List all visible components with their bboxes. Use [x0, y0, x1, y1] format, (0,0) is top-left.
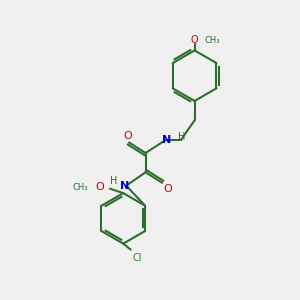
Text: O: O — [191, 35, 198, 45]
Text: Cl: Cl — [132, 253, 142, 262]
Text: CH₃: CH₃ — [72, 183, 88, 192]
Text: O: O — [164, 184, 172, 194]
Text: CH₃: CH₃ — [205, 36, 220, 45]
Text: O: O — [123, 131, 132, 141]
Text: H: H — [178, 132, 186, 142]
Text: H: H — [110, 176, 117, 186]
Text: N: N — [120, 181, 129, 191]
Text: N: N — [162, 135, 171, 145]
Text: O: O — [95, 182, 104, 192]
